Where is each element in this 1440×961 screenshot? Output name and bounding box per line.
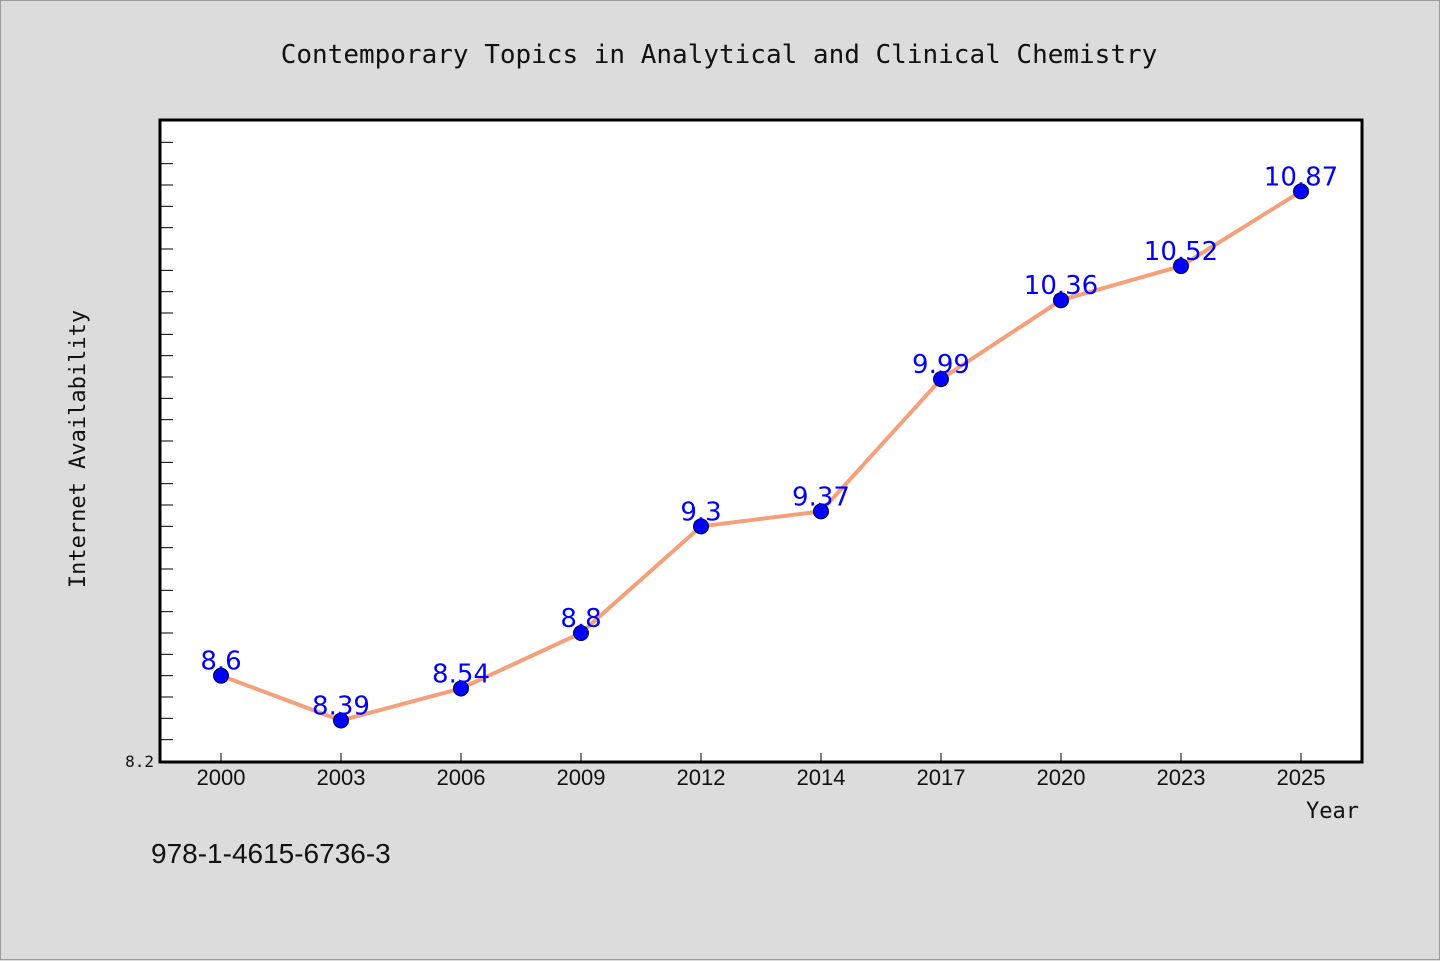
- x-tick-label: 2009: [557, 765, 606, 790]
- x-tick-label: 2017: [917, 765, 966, 790]
- x-tick-label: 2025: [1277, 765, 1326, 790]
- data-label: 9.37: [792, 482, 850, 512]
- isbn-text: 978-1-4615-6736-3: [151, 838, 391, 869]
- data-point: [333, 712, 349, 729]
- x-tick-label: 2003: [317, 765, 366, 790]
- data-label: 10.36: [1024, 271, 1098, 301]
- plot-area: [158, 118, 1364, 764]
- x-tick-label: 2000: [197, 765, 246, 790]
- data-point: [933, 371, 949, 388]
- data-point: [693, 518, 709, 535]
- y-axis-tick-labels: 8.2: [125, 752, 154, 771]
- x-tick-label: 2012: [677, 765, 726, 790]
- y-axis-ticks: [161, 120, 173, 762]
- data-label: 8.8: [560, 604, 601, 634]
- chart-title: Contemporary Topics in Analytical and Cl…: [281, 40, 1158, 70]
- data-point: [813, 503, 829, 520]
- data-point: [1293, 183, 1309, 200]
- y-axis-title: Internet Availability: [66, 310, 91, 588]
- series-line: [219, 189, 1303, 723]
- data-point: [213, 667, 229, 684]
- data-label: 8.39: [312, 691, 370, 721]
- x-axis-title: Year: [1306, 799, 1359, 824]
- data-label: 8.6: [200, 647, 241, 677]
- x-tick-label: 2014: [797, 765, 846, 790]
- x-tick-label: 2006: [437, 765, 486, 790]
- x-axis-ticks: [220, 753, 1302, 761]
- x-tick-label: 2023: [1157, 765, 1206, 790]
- data-label: 10.87: [1264, 162, 1338, 192]
- x-tick-label: 2020: [1037, 765, 1086, 790]
- data-point: [1173, 258, 1189, 275]
- data-label: 10.52: [1144, 237, 1218, 267]
- data-point: [573, 625, 589, 641]
- x-axis-tick-labels: 2000 2003 2006 2009 2012 2014 2017 2020 2023 2025: [197, 765, 1326, 790]
- data-points: [213, 183, 1309, 729]
- y-tick-label: 8.2: [125, 752, 154, 771]
- data-point: [453, 680, 469, 697]
- data-label: 9.99: [912, 350, 970, 380]
- data-label: 9.3: [680, 497, 721, 527]
- data-label: 8.54: [432, 659, 490, 689]
- data-point: [1053, 292, 1069, 309]
- data-labels: 8.6 8.39 8.54 8.8 9.3 9.37 9.99 10.36 10.52 10.87: [200, 162, 1338, 721]
